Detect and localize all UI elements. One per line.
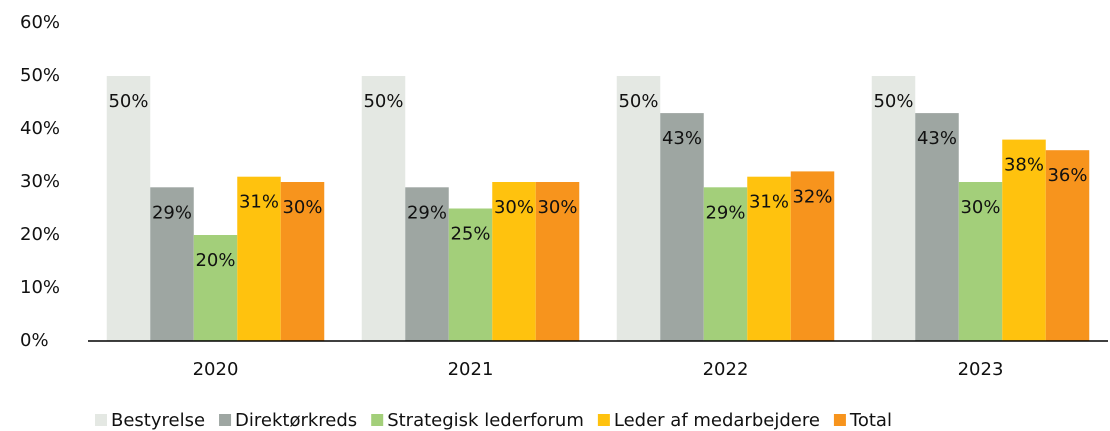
bar (150, 187, 194, 341)
legend-label: Bestyrelse (111, 410, 205, 431)
y-tick-label: 60% (20, 12, 60, 33)
data-label: 43% (662, 128, 702, 149)
legend-label: Leder af medarbejdere (614, 410, 820, 431)
legend-label: Strategisk lederforum (387, 410, 584, 431)
data-label: 31% (749, 192, 789, 213)
legend-label: Direktørkreds (235, 410, 357, 431)
bar (1045, 150, 1090, 341)
bar (871, 76, 916, 341)
bar (703, 187, 748, 341)
y-tick-label: 40% (20, 118, 60, 139)
y-tick-label: 30% (20, 171, 60, 192)
data-label: 31% (239, 192, 279, 213)
data-label: 29% (152, 202, 192, 223)
bar (361, 76, 406, 341)
bar (280, 182, 325, 341)
data-label: 36% (1047, 165, 1087, 186)
legend-swatch (597, 414, 610, 426)
data-label: 50% (108, 91, 148, 112)
legend-swatch (371, 414, 384, 426)
legend-swatch (95, 414, 107, 426)
data-label: 20% (195, 250, 235, 271)
data-label: 30% (282, 197, 322, 218)
x-tick-label: 2021 (448, 359, 494, 380)
bar (790, 171, 835, 341)
bar (535, 182, 580, 341)
bar (193, 235, 238, 341)
bar (747, 176, 791, 341)
bar (958, 182, 1003, 341)
bar (405, 187, 449, 341)
data-label: 30% (494, 197, 534, 218)
bar (237, 176, 281, 341)
legend-swatch (219, 414, 232, 426)
bar (448, 208, 493, 341)
bar (660, 113, 704, 341)
data-label: 30% (537, 197, 577, 218)
data-label: 43% (917, 128, 957, 149)
data-label: 25% (450, 224, 490, 245)
x-tick-label: 2023 (958, 359, 1004, 380)
y-tick-label: 10% (20, 277, 60, 298)
legend-label: Total (849, 410, 892, 431)
y-tick-label: 20% (20, 224, 60, 245)
data-label: 50% (618, 91, 658, 112)
data-label: 29% (705, 202, 745, 223)
data-label: 32% (792, 186, 832, 207)
y-tick-label: 50% (20, 65, 60, 86)
bar (616, 76, 661, 341)
data-label: 50% (873, 91, 913, 112)
data-label: 29% (407, 202, 447, 223)
x-tick-label: 2020 (193, 359, 239, 380)
bar (492, 182, 536, 341)
data-label: 30% (960, 197, 1000, 218)
bar (1002, 139, 1046, 341)
data-label: 38% (1004, 155, 1044, 176)
y-tick-label: 0% (20, 330, 49, 351)
bar (915, 113, 959, 341)
x-tick-label: 2022 (703, 359, 749, 380)
legend-swatch (833, 414, 846, 426)
data-label: 50% (363, 91, 403, 112)
bar (106, 76, 151, 341)
